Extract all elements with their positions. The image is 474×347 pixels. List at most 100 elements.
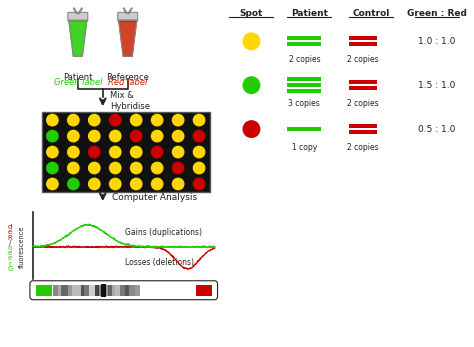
Circle shape [109, 146, 122, 159]
Circle shape [243, 32, 260, 50]
Text: Red label: Red label [108, 78, 147, 87]
Circle shape [109, 130, 122, 143]
Text: e: e [8, 229, 12, 236]
Circle shape [67, 162, 80, 175]
Polygon shape [69, 20, 87, 56]
Bar [349, 130, 377, 134]
Text: fluorescence: fluorescence [19, 226, 25, 268]
Circle shape [46, 162, 59, 175]
Circle shape [130, 114, 143, 127]
Text: R: R [8, 235, 12, 241]
Circle shape [151, 114, 164, 127]
Text: Mix &
Hybridise: Mix & Hybridise [110, 92, 150, 111]
Circle shape [151, 146, 164, 159]
Circle shape [172, 130, 184, 143]
Text: 1.0 : 1.0: 1.0 : 1.0 [419, 37, 456, 46]
Bar [287, 89, 321, 93]
Text: 2 copies: 2 copies [347, 99, 379, 108]
Bar [125, 285, 129, 296]
Bar [101, 284, 106, 297]
Circle shape [88, 130, 100, 143]
Circle shape [130, 130, 143, 143]
Bar [287, 42, 321, 46]
Text: Computer Analysis: Computer Analysis [112, 193, 197, 202]
Bar [349, 80, 377, 84]
Text: d: d [8, 224, 12, 230]
Text: Losses (deletions): Losses (deletions) [125, 258, 194, 267]
Bar [349, 42, 377, 46]
Text: e: e [8, 250, 12, 256]
FancyBboxPatch shape [68, 12, 88, 21]
Bar [99, 285, 104, 296]
Circle shape [151, 130, 164, 143]
Bar [349, 86, 377, 90]
Bar [287, 127, 321, 131]
Circle shape [109, 114, 122, 127]
Circle shape [46, 146, 59, 159]
Text: 3 copies: 3 copies [289, 99, 320, 108]
Polygon shape [119, 20, 137, 56]
Circle shape [67, 130, 80, 143]
Circle shape [172, 114, 184, 127]
Text: Spot: Spot [240, 9, 263, 18]
Text: Green : Red: Green : Red [407, 9, 467, 18]
Circle shape [130, 146, 143, 159]
Bar [84, 285, 89, 296]
Bar [287, 36, 321, 40]
Bar [104, 285, 108, 296]
Text: e: e [8, 255, 12, 261]
Circle shape [109, 178, 122, 191]
Circle shape [172, 178, 184, 191]
Circle shape [192, 146, 205, 159]
Circle shape [46, 178, 59, 191]
Text: n: n [8, 245, 12, 251]
Circle shape [130, 162, 143, 175]
Bar [108, 285, 112, 296]
Bar [120, 285, 125, 296]
Bar [53, 285, 58, 296]
Bar [129, 285, 135, 296]
Circle shape [46, 130, 59, 143]
Text: 2 copies: 2 copies [347, 143, 379, 152]
Text: 2 copies: 2 copies [347, 55, 379, 64]
Text: 1.5 : 1.0: 1.5 : 1.0 [419, 81, 456, 90]
FancyBboxPatch shape [118, 12, 138, 21]
Bar [115, 285, 120, 296]
Bar [42, 112, 210, 192]
Circle shape [192, 114, 205, 127]
Text: Patient: Patient [63, 73, 92, 82]
Circle shape [67, 146, 80, 159]
Bar [89, 285, 95, 296]
Text: G: G [7, 266, 13, 272]
Circle shape [46, 114, 59, 127]
Text: Gains (duplications): Gains (duplications) [125, 228, 202, 237]
Text: Reference: Reference [106, 73, 149, 82]
Bar [196, 285, 211, 296]
Bar [68, 285, 72, 296]
Text: /: / [9, 240, 11, 246]
Bar [36, 285, 52, 296]
Text: Control: Control [353, 9, 390, 18]
Circle shape [130, 178, 143, 191]
FancyBboxPatch shape [30, 281, 218, 300]
Bar [72, 285, 81, 296]
Bar [349, 124, 377, 128]
Circle shape [88, 178, 100, 191]
Circle shape [192, 130, 205, 143]
Circle shape [88, 146, 100, 159]
Circle shape [88, 114, 100, 127]
Bar [349, 36, 377, 40]
Text: Green label: Green label [54, 78, 102, 87]
Text: 1 copy: 1 copy [292, 143, 317, 152]
Text: r: r [9, 261, 11, 266]
Circle shape [172, 162, 184, 175]
Circle shape [151, 162, 164, 175]
Circle shape [243, 120, 260, 138]
Bar [287, 83, 321, 87]
Circle shape [172, 146, 184, 159]
Circle shape [243, 76, 260, 94]
Bar [58, 285, 61, 296]
Circle shape [88, 162, 100, 175]
Bar [81, 285, 84, 296]
Bar [112, 285, 115, 296]
